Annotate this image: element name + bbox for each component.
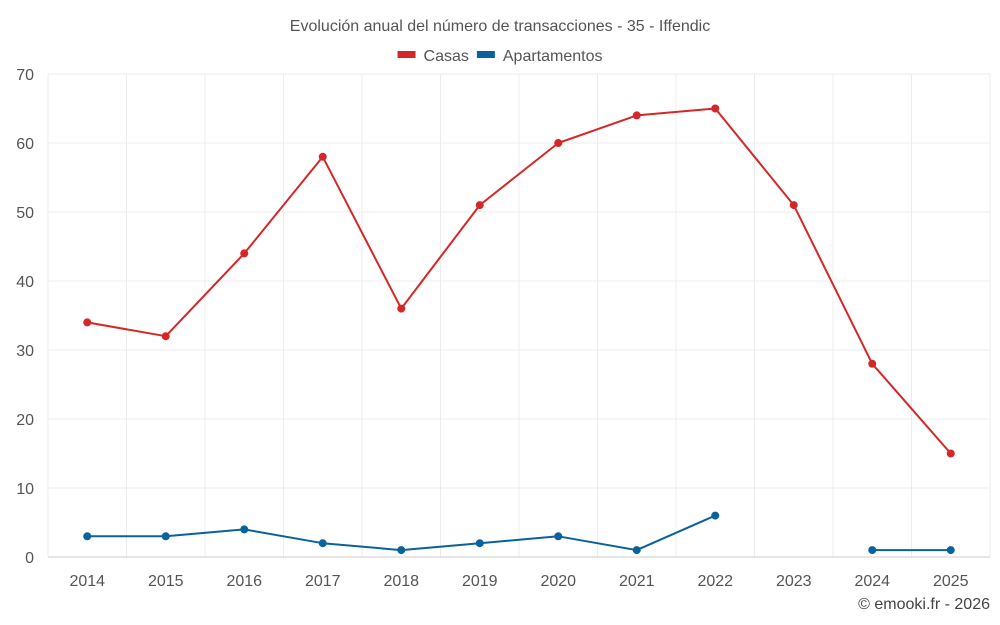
data-point-apartamentos <box>554 532 563 541</box>
data-point-casas <box>868 359 877 368</box>
data-point-apartamentos <box>397 546 406 555</box>
series-line-apartamentos <box>87 514 716 552</box>
y-tick-label: 0 <box>25 550 34 567</box>
y-tick-label: 10 <box>16 481 34 498</box>
data-point-casas <box>946 449 955 458</box>
data-point-apartamentos <box>161 532 170 541</box>
y-tick-label: 60 <box>16 136 34 153</box>
x-tick-label: 2019 <box>462 573 498 590</box>
data-point-casas <box>397 304 406 313</box>
data-point-casas <box>240 249 249 258</box>
x-tick-label: 2024 <box>854 573 890 590</box>
data-point-apartamentos <box>318 539 327 548</box>
legend-label: Casas <box>424 48 469 65</box>
legend-item-apartamentos[interactable]: Apartamentos <box>476 48 603 65</box>
y-tick-label: 70 <box>16 67 34 84</box>
legend-item-casas[interactable]: Casas <box>397 48 469 65</box>
series-layer <box>83 104 955 555</box>
data-point-apartamentos <box>83 532 92 541</box>
x-tick-label: 2020 <box>540 573 576 590</box>
legend-swatch <box>476 51 495 58</box>
data-point-casas <box>475 201 484 210</box>
x-tick-label: 2018 <box>383 573 419 590</box>
x-tick-label: 2015 <box>148 573 184 590</box>
legend-swatch <box>397 51 416 58</box>
x-tick-label: 2025 <box>933 573 969 590</box>
data-point-apartamentos <box>946 546 955 555</box>
data-point-casas <box>83 318 92 327</box>
y-tick-label: 40 <box>16 274 34 291</box>
x-axis: 2014 2015 2016 2017 2018 2019 2020 2021 2022 2023… <box>48 556 990 590</box>
data-point-casas <box>554 139 563 147</box>
x-tick-label: 2016 <box>226 573 262 590</box>
x-tick-label: 2021 <box>619 573 655 590</box>
x-tick-label: 2017 <box>305 573 341 590</box>
data-point-casas <box>632 111 641 120</box>
y-tick-label: 30 <box>16 343 34 360</box>
credit-text: © emooki.fr - 2026 <box>858 596 990 613</box>
y-tick-label: 50 <box>16 205 34 222</box>
legend-label: Apartamentos <box>503 48 603 65</box>
data-point-casas <box>161 332 170 341</box>
data-point-casas <box>318 152 327 161</box>
series-line-casas <box>87 107 952 455</box>
data-point-apartamentos <box>240 525 249 534</box>
y-tick-label: 20 <box>16 412 34 429</box>
x-tick-label: 2023 <box>776 573 812 590</box>
data-point-apartamentos <box>868 546 877 555</box>
data-point-casas <box>711 104 720 113</box>
data-point-apartamentos <box>711 511 720 520</box>
x-tick-label: 2014 <box>69 573 105 590</box>
data-point-apartamentos <box>632 546 641 555</box>
data-point-apartamentos <box>475 539 484 548</box>
data-point-casas <box>789 201 798 210</box>
y-axis: 0 10 20 30 40 50 60 70 <box>16 67 34 567</box>
x-tick-label: 2022 <box>697 573 733 590</box>
chart-title: Evolución anual del número de transaccio… <box>290 18 710 35</box>
legend: Casas Apartamentos <box>397 48 603 65</box>
grid <box>47 73 991 557</box>
